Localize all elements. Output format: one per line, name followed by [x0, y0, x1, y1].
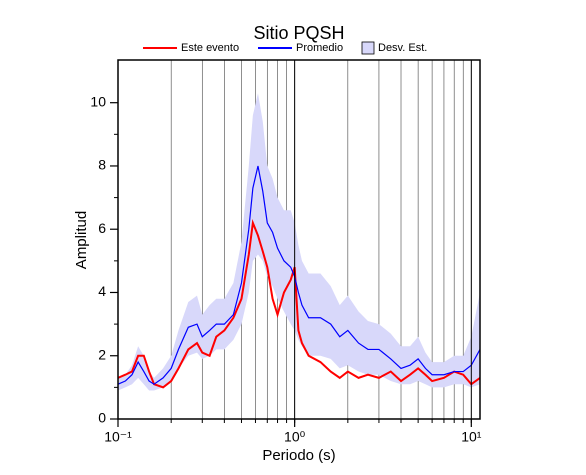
legend-label: Promedio	[296, 42, 343, 54]
series-line	[117, 165, 481, 385]
x-tick-label: 10⁰	[284, 429, 306, 445]
x-tick-label: 10¹	[461, 429, 482, 445]
x-axis-label: Periodo (s)	[262, 447, 335, 464]
y-axis-label: Amplitud	[73, 211, 90, 269]
legend-swatch	[361, 41, 375, 55]
std-band	[118, 93, 480, 391]
y-tick-label: 8	[98, 157, 106, 173]
chart-title: Sitio PQSH	[253, 23, 344, 43]
legend-label: Desv. Est.	[378, 42, 427, 54]
y-tick-label: 10	[90, 93, 106, 109]
x-tick-label: 10⁻¹	[104, 429, 132, 445]
series-line	[117, 218, 481, 389]
y-tick-label: 6	[98, 220, 106, 236]
y-tick-label: 0	[98, 410, 106, 426]
legend-label: Este evento	[181, 42, 239, 54]
y-tick-label: 4	[98, 283, 106, 299]
y-tick-label: 2	[98, 346, 106, 362]
